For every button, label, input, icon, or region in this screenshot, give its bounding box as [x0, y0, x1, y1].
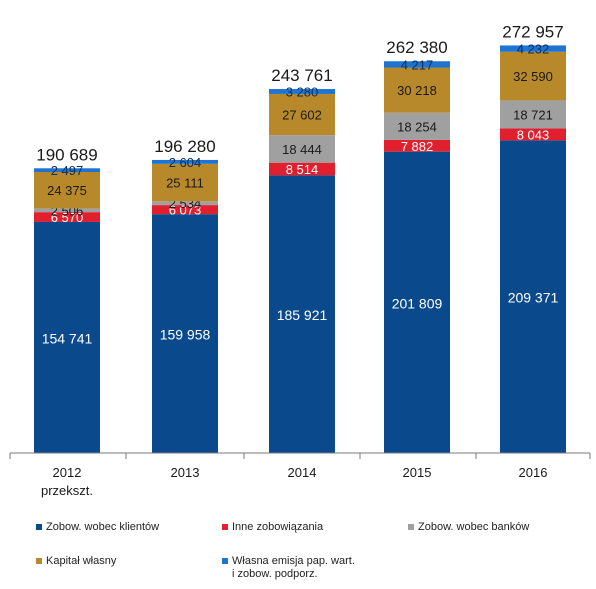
bar-segment-4-3: [384, 61, 450, 68]
bar-segment-2-0: [34, 208, 100, 213]
bar-label-0-4: 209 371: [508, 290, 559, 306]
legend-item-own-issue: Własna emisja pap. wart. i zobow. podpor…: [222, 555, 355, 581]
bar-segment-3-4: [500, 51, 566, 101]
legend-label-own-issue: Własna emisja pap. wart. i zobow. podpor…: [232, 555, 355, 580]
bar-segment-2-2: [269, 135, 335, 163]
legend-swatch-clients: [36, 524, 42, 530]
bar-label-3-1: 25 111: [166, 176, 204, 191]
category-label-4: 2016: [519, 465, 548, 480]
bar-segment-3-0: [34, 172, 100, 209]
bar-segment-1-3: [384, 139, 450, 152]
bar-segment-4-4: [500, 45, 566, 52]
bar-label-3-2: 27 602: [282, 108, 322, 123]
bar-segment-3-1: [152, 163, 218, 202]
legend-label-other-liabilities: Inne zobowiązania: [232, 521, 324, 533]
bar-segment-3-2: [269, 93, 335, 136]
total-label-0: 190 689: [36, 145, 97, 164]
legend-label-equity: Kapitał własny: [46, 555, 117, 567]
bar-segment-4-2: [269, 89, 335, 94]
bar-label-1-2: 8 514: [286, 162, 319, 177]
legend-swatch-other-liabilities: [222, 524, 228, 530]
bar-label-1-3: 7 882: [401, 139, 434, 154]
bar-label-0-1: 159 958: [160, 327, 211, 343]
category-label-0: 2012: [53, 465, 82, 480]
bar-label-2-2: 18 444: [282, 142, 322, 157]
legend-label-banks: Zobow. wobec banków: [418, 521, 530, 533]
category-label-3: 2015: [403, 465, 432, 480]
bar-label-0-2: 185 921: [277, 307, 328, 323]
bar-segment-0-3: [384, 151, 450, 453]
bar-label-4-2: 3 280: [286, 84, 319, 99]
bar-segment-2-4: [500, 100, 566, 129]
bar-label-2-3: 18 254: [397, 119, 437, 134]
bar-label-2-4: 18 721: [513, 107, 553, 122]
bar-label-1-1: 6 073: [169, 203, 202, 218]
category-label-1: 2013: [171, 465, 200, 480]
bar-segment-2-1: [152, 201, 218, 206]
category-label-2: 2014: [288, 465, 317, 480]
bar-label-4-4: 4 232: [517, 42, 550, 57]
legend-swatch-banks: [408, 524, 414, 530]
bar-segment-2-3: [384, 112, 450, 140]
legend-item-banks: Zobow. wobec banków: [408, 521, 529, 534]
bar-label-3-3: 30 218: [397, 83, 437, 98]
bar-segment-3-3: [384, 67, 450, 113]
bar-label-1-0: 6 570: [51, 210, 84, 225]
legend-item-equity: Kapitał własny: [36, 555, 116, 568]
total-label-3: 262 380: [386, 38, 447, 57]
legend-label-clients: Zobow. wobec klientów: [46, 521, 160, 533]
bar-segment-0-2: [269, 175, 335, 454]
bar-label-0-3: 201 809: [392, 295, 443, 311]
legend-item-clients: Zobow. wobec klientów: [36, 521, 159, 534]
bar-label-3-4: 32 590: [513, 69, 553, 84]
category-label-0-line-1: przekszt.: [41, 483, 93, 498]
bar-segment-0-0: [34, 221, 100, 453]
total-label-2: 243 761: [271, 66, 332, 85]
bar-label-4-3: 4 217: [401, 57, 434, 72]
bar-label-4-0: 2 497: [51, 163, 84, 178]
bar-segment-4-1: [152, 159, 218, 164]
bar-segment-1-1: [152, 205, 218, 215]
bar-label-3-0: 24 375: [47, 183, 87, 198]
total-label-1: 196 280: [154, 137, 215, 156]
legend-swatch-own-issue: [222, 558, 228, 564]
legend-item-other-liabilities: Inne zobowiązania: [222, 521, 323, 534]
bar-segment-1-4: [500, 128, 566, 141]
bar-label-4-1: 2 604: [169, 155, 202, 170]
bar-label-0-0: 154 741: [42, 330, 93, 346]
bar-segment-1-2: [269, 162, 335, 176]
bar-segment-0-4: [500, 140, 566, 453]
bar-label-1-4: 8 043: [517, 127, 550, 142]
bar-segment-0-1: [152, 214, 218, 453]
bar-segment-1-0: [34, 212, 100, 222]
legend-swatch-equity: [36, 558, 42, 564]
total-label-4: 272 957: [502, 22, 563, 41]
bar-segment-4-0: [34, 168, 100, 173]
legend: Zobow. wobec klientów Inne zobowiązania …: [0, 515, 596, 589]
